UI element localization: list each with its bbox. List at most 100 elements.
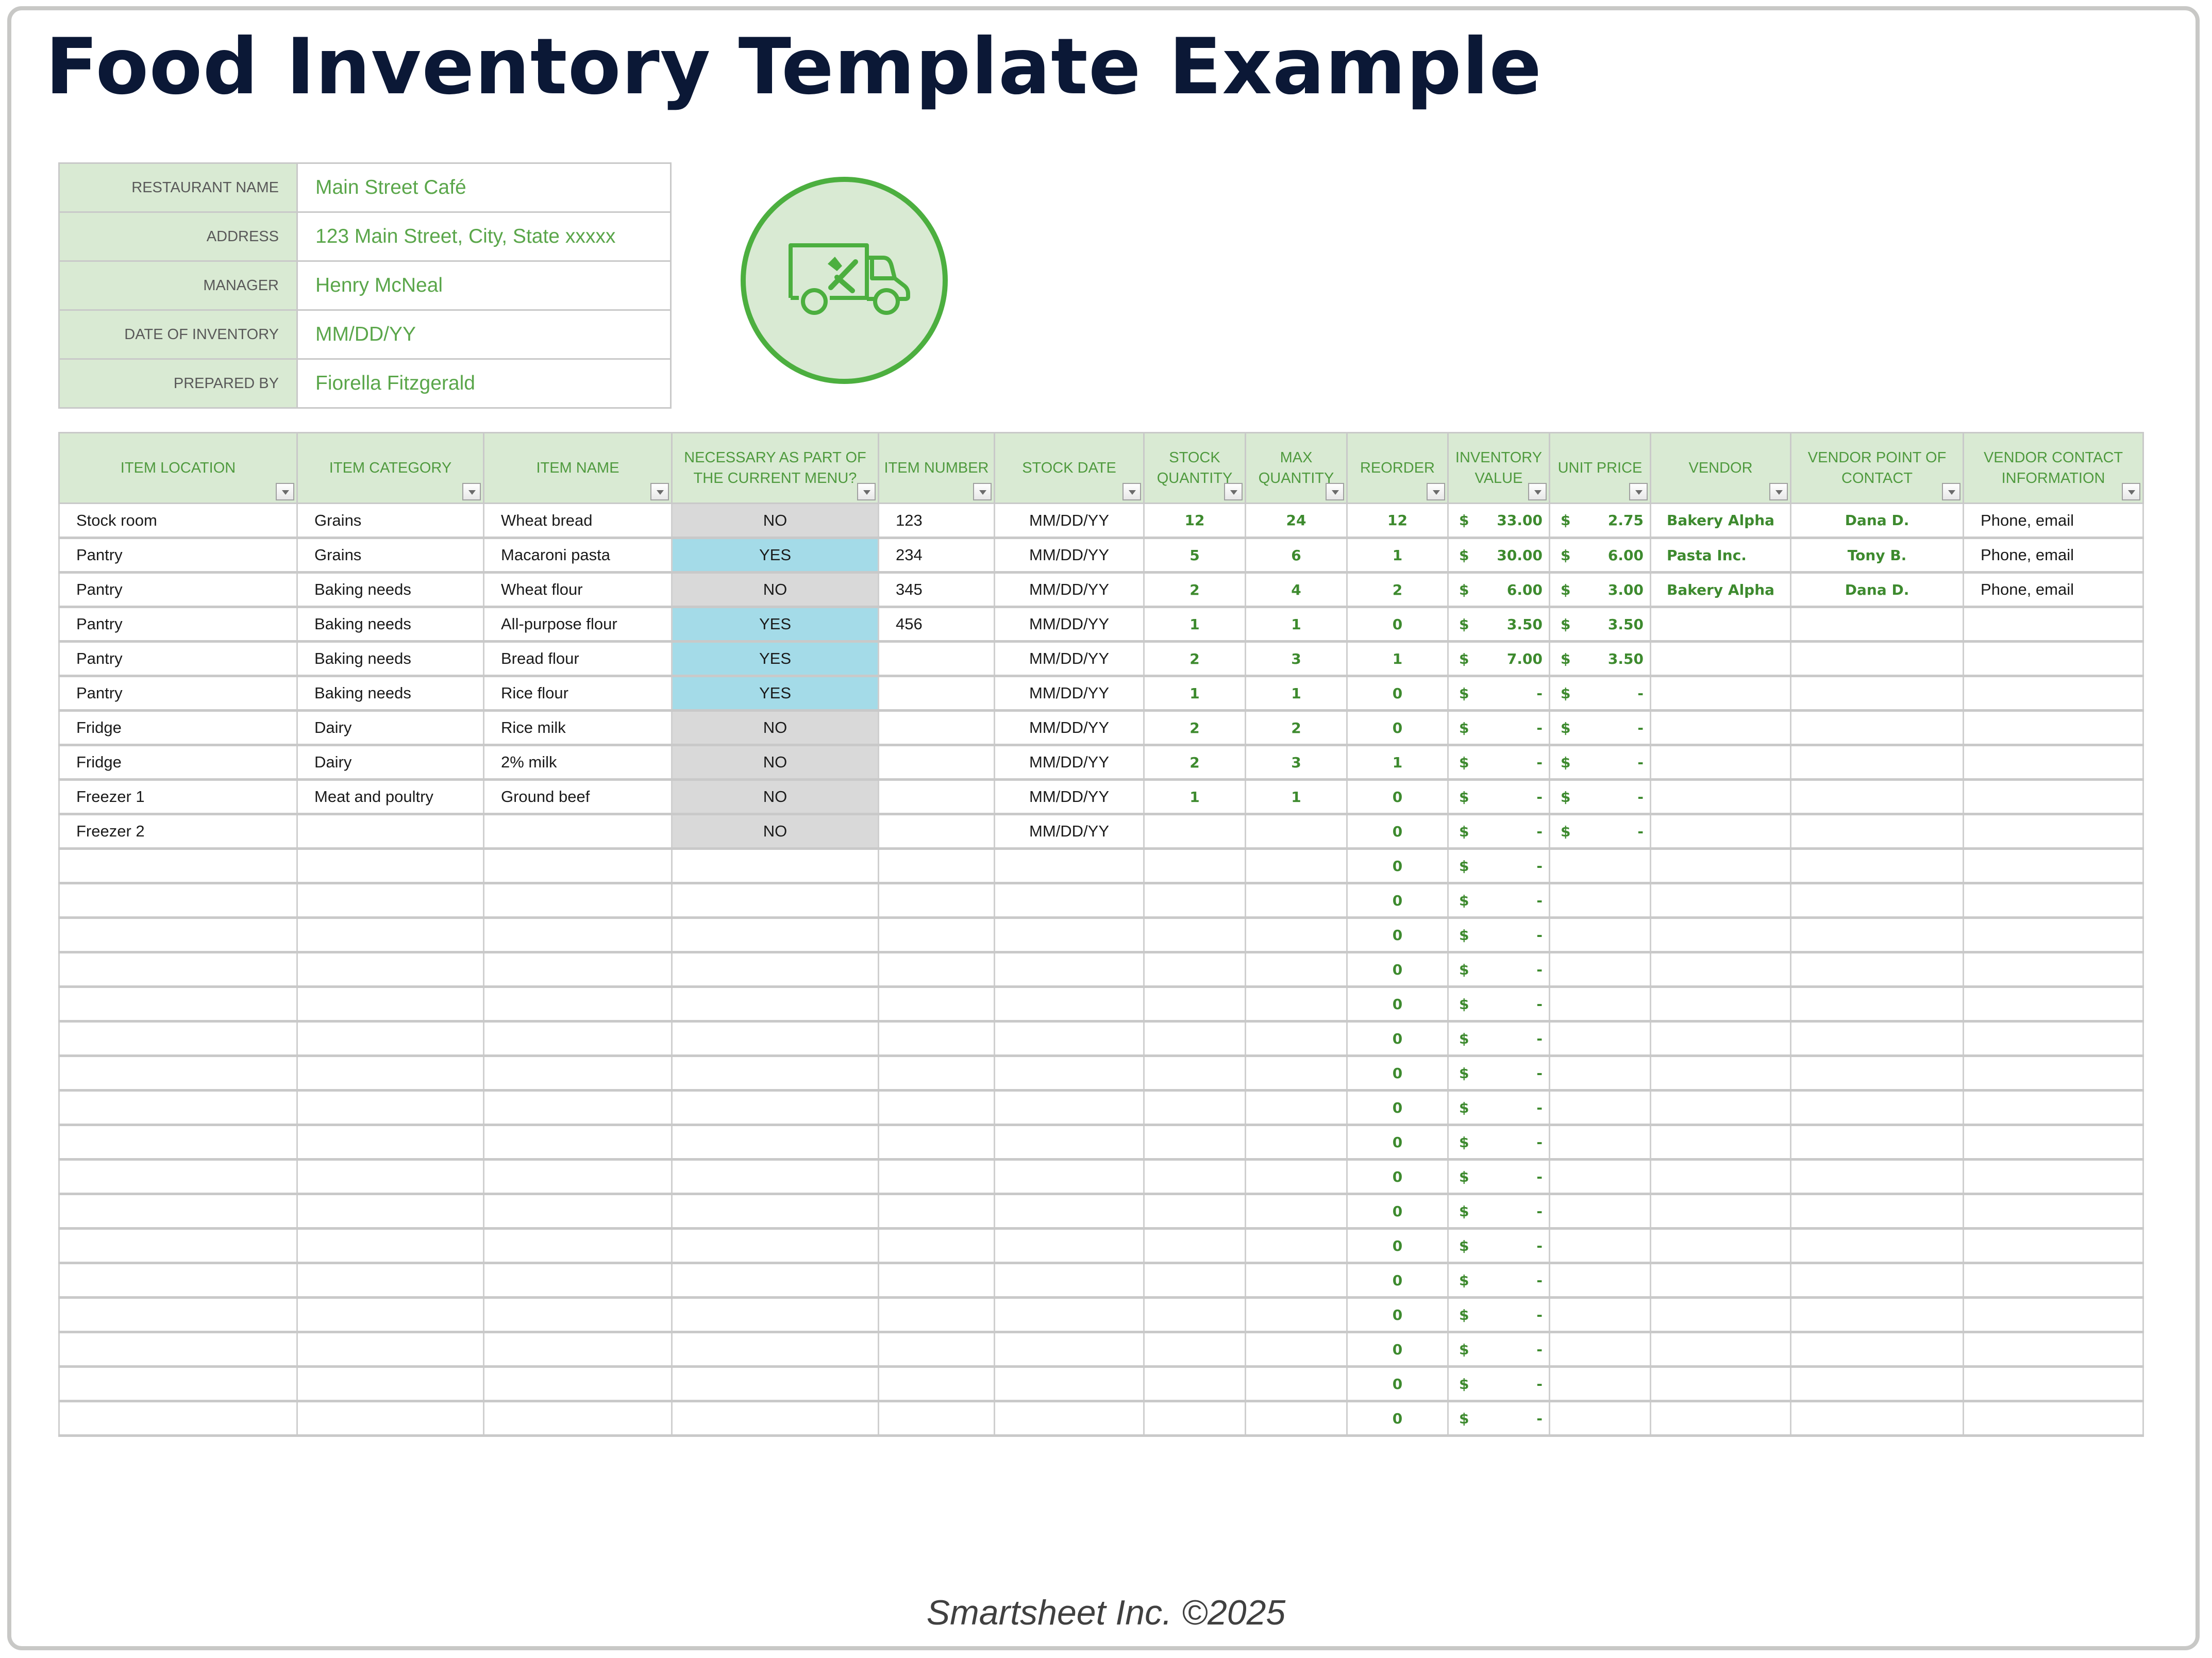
vendor-cell[interactable]: Bakery Alpha [1649, 572, 1792, 608]
filter-dropdown-icon[interactable] [276, 483, 294, 500]
item-category-cell[interactable] [296, 1297, 484, 1333]
vendor-cell[interactable] [1649, 1401, 1792, 1437]
unit-price-cell[interactable]: $3.50 [1549, 641, 1651, 677]
necessary-cell[interactable] [671, 1228, 879, 1264]
item-category-cell[interactable] [296, 1056, 484, 1092]
vendor-cell[interactable] [1649, 1021, 1792, 1057]
item-category-cell[interactable] [296, 1401, 484, 1437]
stock-date-cell[interactable] [994, 952, 1145, 988]
item-category-cell[interactable] [296, 883, 484, 919]
inventory-value-cell[interactable]: $ - [1447, 917, 1550, 953]
reorder-cell[interactable]: 0 [1346, 1090, 1449, 1126]
item-number-cell[interactable] [878, 1366, 995, 1402]
unit-price-cell[interactable] [1549, 1090, 1651, 1126]
item-name-cell[interactable] [483, 1090, 673, 1126]
stock-quantity-cell[interactable] [1143, 848, 1246, 884]
item-name-cell[interactable] [483, 1366, 673, 1402]
stock-date-cell[interactable] [994, 1021, 1145, 1057]
stock-quantity-cell[interactable]: 5 [1143, 538, 1246, 574]
reorder-cell[interactable]: 0 [1346, 952, 1449, 988]
vendor-cell[interactable] [1649, 952, 1792, 988]
vendor-contact-cell[interactable] [1963, 1090, 2144, 1126]
reorder-cell[interactable]: 0 [1346, 1125, 1449, 1161]
max-quantity-cell[interactable] [1245, 883, 1348, 919]
vendor-point-of-contact-cell[interactable] [1790, 1401, 1965, 1437]
stock-date-cell[interactable] [994, 917, 1145, 953]
filter-dropdown-icon[interactable] [1122, 483, 1141, 500]
stock-date-cell[interactable] [994, 848, 1145, 884]
vendor-contact-cell[interactable] [1963, 1297, 2144, 1333]
vendor-contact-cell[interactable] [1963, 814, 2144, 850]
address-field[interactable]: 123 Main Street, City, State xxxxx [296, 211, 672, 262]
item-location-cell[interactable]: Pantry [58, 538, 298, 574]
item-location-cell[interactable]: Fridge [58, 710, 298, 746]
item-location-cell[interactable] [58, 986, 298, 1023]
stock-date-cell[interactable]: MM/DD/YY [994, 779, 1145, 815]
vendor-contact-cell[interactable] [1963, 1056, 2144, 1092]
item-number-cell[interactable] [878, 1125, 995, 1161]
item-number-cell[interactable]: 456 [878, 607, 995, 643]
stock-quantity-cell[interactable]: 2 [1143, 745, 1246, 781]
vendor-contact-cell[interactable] [1963, 1263, 2144, 1299]
item-category-cell[interactable]: Meat and poultry [296, 779, 484, 815]
vendor-contact-cell[interactable] [1963, 848, 2144, 884]
item-name-cell[interactable] [483, 814, 673, 850]
reorder-cell[interactable]: 0 [1346, 1263, 1449, 1299]
filter-dropdown-icon[interactable] [462, 483, 481, 500]
item-name-cell[interactable]: Ground beef [483, 779, 673, 815]
necessary-cell[interactable] [671, 1297, 879, 1333]
inventory-value-cell[interactable]: $ - [1447, 1194, 1550, 1230]
item-location-cell[interactable] [58, 1297, 298, 1333]
unit-price-cell[interactable] [1549, 1297, 1651, 1333]
stock-date-cell[interactable] [994, 1263, 1145, 1299]
item-number-cell[interactable] [878, 952, 995, 988]
vendor-contact-cell[interactable]: Phone, email [1963, 503, 2144, 539]
stock-quantity-cell[interactable]: 2 [1143, 572, 1246, 608]
necessary-cell[interactable]: NO [671, 779, 879, 815]
item-number-cell[interactable] [878, 1297, 995, 1333]
item-name-cell[interactable] [483, 1228, 673, 1264]
max-quantity-cell[interactable] [1245, 1263, 1348, 1299]
stock-quantity-cell[interactable] [1143, 814, 1246, 850]
max-quantity-cell[interactable]: 1 [1245, 779, 1348, 815]
item-number-cell[interactable] [878, 1228, 995, 1264]
unit-price-cell[interactable]: $6.00 [1549, 538, 1651, 574]
item-location-cell[interactable]: Fridge [58, 745, 298, 781]
unit-price-cell[interactable]: $ - [1549, 676, 1651, 712]
vendor-cell[interactable] [1649, 986, 1792, 1023]
inventory-value-cell[interactable]: $ - [1447, 1366, 1550, 1402]
item-category-cell[interactable] [296, 1332, 484, 1368]
stock-quantity-cell[interactable] [1143, 1366, 1246, 1402]
inventory-value-cell[interactable]: $ - [1447, 779, 1550, 815]
stock-quantity-cell[interactable] [1143, 883, 1246, 919]
item-location-cell[interactable] [58, 1401, 298, 1437]
max-quantity-cell[interactable]: 3 [1245, 745, 1348, 781]
max-quantity-cell[interactable] [1245, 1159, 1348, 1195]
item-location-cell[interactable] [58, 917, 298, 953]
vendor-cell[interactable] [1649, 1366, 1792, 1402]
stock-quantity-cell[interactable]: 12 [1143, 503, 1246, 539]
inventory-value-cell[interactable]: $ - [1447, 1332, 1550, 1368]
filter-dropdown-icon[interactable] [973, 483, 992, 500]
necessary-cell[interactable]: NO [671, 572, 879, 608]
item-category-cell[interactable] [296, 1159, 484, 1195]
max-quantity-cell[interactable] [1245, 917, 1348, 953]
item-category-cell[interactable]: Grains [296, 538, 484, 574]
stock-quantity-cell[interactable]: 2 [1143, 710, 1246, 746]
unit-price-cell[interactable] [1549, 1056, 1651, 1092]
item-category-cell[interactable]: Dairy [296, 745, 484, 781]
filter-dropdown-icon[interactable] [1224, 483, 1243, 500]
vendor-cell[interactable] [1649, 1263, 1792, 1299]
reorder-cell[interactable]: 0 [1346, 814, 1449, 850]
stock-quantity-cell[interactable] [1143, 917, 1246, 953]
vendor-point-of-contact-cell[interactable] [1790, 710, 1965, 746]
item-name-cell[interactable]: Rice milk [483, 710, 673, 746]
item-name-cell[interactable] [483, 1332, 673, 1368]
item-category-cell[interactable]: Baking needs [296, 607, 484, 643]
item-location-cell[interactable]: Pantry [58, 607, 298, 643]
vendor-contact-cell[interactable]: Phone, email [1963, 572, 2144, 608]
filter-dropdown-icon[interactable] [1528, 483, 1547, 500]
item-name-cell[interactable]: Wheat flour [483, 572, 673, 608]
inventory-value-cell[interactable]: $ - [1447, 1401, 1550, 1437]
item-category-cell[interactable] [296, 1194, 484, 1230]
